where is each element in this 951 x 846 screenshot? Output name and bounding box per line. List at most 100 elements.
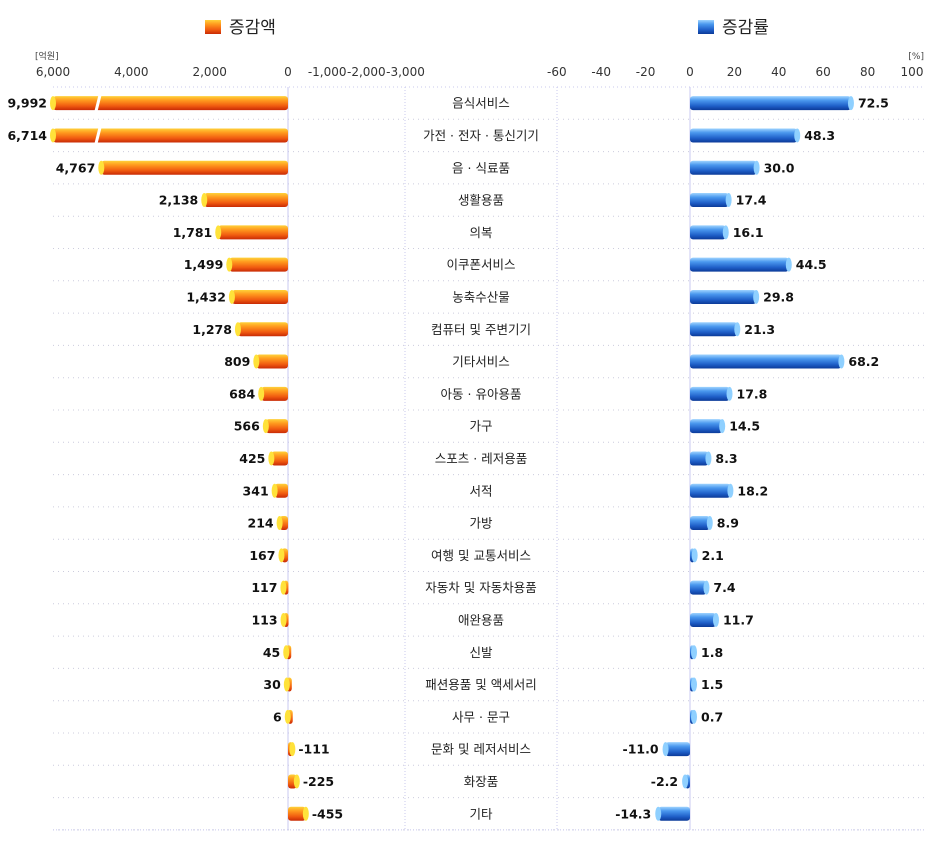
amount-value-label: 6 xyxy=(273,709,282,724)
rate-bar xyxy=(690,193,729,208)
amount-value-label: 214 xyxy=(248,516,274,531)
legend-increase-rate: 증감률 xyxy=(698,18,769,38)
category-label: 가구 xyxy=(469,419,492,434)
rate-bar-cap xyxy=(785,257,792,272)
rate-bar xyxy=(690,257,789,272)
right-axis-tick-label: 20 xyxy=(727,65,742,79)
chart-row: 화장품 -225 -2.2 xyxy=(288,774,690,789)
legend-swatch-orange xyxy=(205,20,221,34)
rate-bar-cap xyxy=(691,645,697,660)
amount-bar-cap xyxy=(201,193,208,208)
category-label: 생활용품 xyxy=(458,193,504,208)
rate-bar xyxy=(690,225,726,240)
rate-value-label: -2.2 xyxy=(651,774,678,789)
rate-value-label: 17.8 xyxy=(737,386,768,401)
amount-value-label: 425 xyxy=(239,451,265,466)
left-axis-tick-label: 4,000 xyxy=(114,65,148,79)
rate-value-label: 7.4 xyxy=(713,580,735,595)
amount-bar xyxy=(256,354,288,369)
rate-value-label: 14.5 xyxy=(729,419,760,434)
axis-break-mark xyxy=(94,127,102,144)
rate-bar xyxy=(690,612,716,627)
amount-bar xyxy=(53,96,288,111)
left-unit-label: [억원] xyxy=(35,50,59,62)
rate-value-label: 21.3 xyxy=(744,322,775,337)
amount-bar-cap xyxy=(268,451,275,466)
rate-bar xyxy=(690,128,798,143)
amount-bar-cap xyxy=(276,516,283,531)
amount-value-label: 1,781 xyxy=(173,225,213,240)
rate-bar-cap xyxy=(753,160,760,175)
rate-bar xyxy=(690,580,707,595)
right-axis-tick-label: -40 xyxy=(591,65,611,79)
category-label: 의복 xyxy=(469,225,492,240)
amount-bar-cap xyxy=(215,225,222,240)
rate-value-label: 8.9 xyxy=(717,516,739,531)
amount-bar-cap xyxy=(302,806,309,821)
rate-bar xyxy=(690,451,709,466)
amount-bar-cap xyxy=(50,96,56,111)
rate-value-label: 11.7 xyxy=(723,612,754,627)
left-axis-tick-label: -2,000 xyxy=(347,65,386,79)
amount-bar-cap xyxy=(284,709,291,724)
right-axis-tick-label: 80 xyxy=(860,65,875,79)
category-label: 컴퓨터 및 주변기기 xyxy=(431,322,531,337)
amount-bar-cap xyxy=(98,160,105,175)
amount-bar xyxy=(101,160,288,175)
chart-row: 자동차 및 자동차용품 117 7.4 xyxy=(251,580,736,595)
amount-bar-cap xyxy=(253,354,260,369)
amount-bar xyxy=(229,257,288,272)
rate-bar xyxy=(658,806,690,821)
rate-value-label: 17.4 xyxy=(736,193,767,208)
amount-bar-cap xyxy=(278,548,285,563)
rate-bar-cap xyxy=(706,516,713,531)
category-label: 농축수산물 xyxy=(452,289,510,304)
right-axis-tick-label: -60 xyxy=(547,65,567,79)
amount-bar xyxy=(265,419,288,434)
chart-row: 아동 · 유아용품 684 17.8 xyxy=(229,386,767,401)
chart-row: 의복 1,781 16.1 xyxy=(173,225,764,240)
left-axis-tick-label: 0 xyxy=(284,65,292,79)
category-label: 신발 xyxy=(469,645,493,660)
amount-value-label: 9,992 xyxy=(7,96,47,111)
rate-bar-cap xyxy=(838,354,845,369)
chart-row: 생활용품 2,138 17.4 xyxy=(159,193,767,208)
rate-value-label: 44.5 xyxy=(796,257,827,272)
left-axis-tick-label: 6,000 xyxy=(36,65,70,79)
amount-value-label: 1,278 xyxy=(192,322,232,337)
right-axis-tick-label: 0 xyxy=(686,65,694,79)
chart-row: 애완용품 113 11.7 xyxy=(251,612,753,627)
chart-row: 컴퓨터 및 주변기기 1,278 21.3 xyxy=(192,322,775,337)
amount-bar-cap xyxy=(258,386,265,401)
legend-increase-amount: 증감액 xyxy=(205,18,276,38)
legend-label: 증감액 xyxy=(229,18,276,38)
rate-value-label: 0.7 xyxy=(701,709,723,724)
rate-value-label: 30.0 xyxy=(764,160,795,175)
amount-value-label: 809 xyxy=(224,354,250,369)
chart-row: 사무 · 문구 6 0.7 xyxy=(273,709,723,724)
right-unit-label: [%] xyxy=(908,52,924,62)
category-label: 애완용품 xyxy=(458,612,504,627)
amount-bar-cap xyxy=(262,419,269,434)
chart-row: 가전 · 전자 · 통신기기 6,714 48.3 xyxy=(7,127,835,144)
rate-bar xyxy=(690,483,731,498)
axis-break-mark xyxy=(94,94,102,112)
right-axis-tick-label: -20 xyxy=(636,65,656,79)
category-label: 가전 · 전자 · 통신기기 xyxy=(423,128,539,143)
chart-row: 가방 214 8.9 xyxy=(248,516,739,531)
category-label: 사무 · 문구 xyxy=(452,709,510,724)
rate-value-label: -14.3 xyxy=(615,806,651,821)
chart-row: 스포츠 · 레저용품 425 8.3 xyxy=(239,451,737,466)
amount-bar-cap xyxy=(226,257,233,272)
amount-value-label: 4,767 xyxy=(56,160,96,175)
amount-bar-cap xyxy=(50,128,56,143)
left-axis-tick-label: 2,000 xyxy=(192,65,226,79)
rate-bar xyxy=(690,516,710,531)
rate-bar xyxy=(690,289,757,304)
rate-value-label: 16.1 xyxy=(733,225,764,240)
category-label: 음식서비스 xyxy=(452,96,510,111)
amount-bar-cap xyxy=(280,580,287,595)
amount-bar xyxy=(274,483,288,498)
amount-bar-cap xyxy=(271,483,278,498)
